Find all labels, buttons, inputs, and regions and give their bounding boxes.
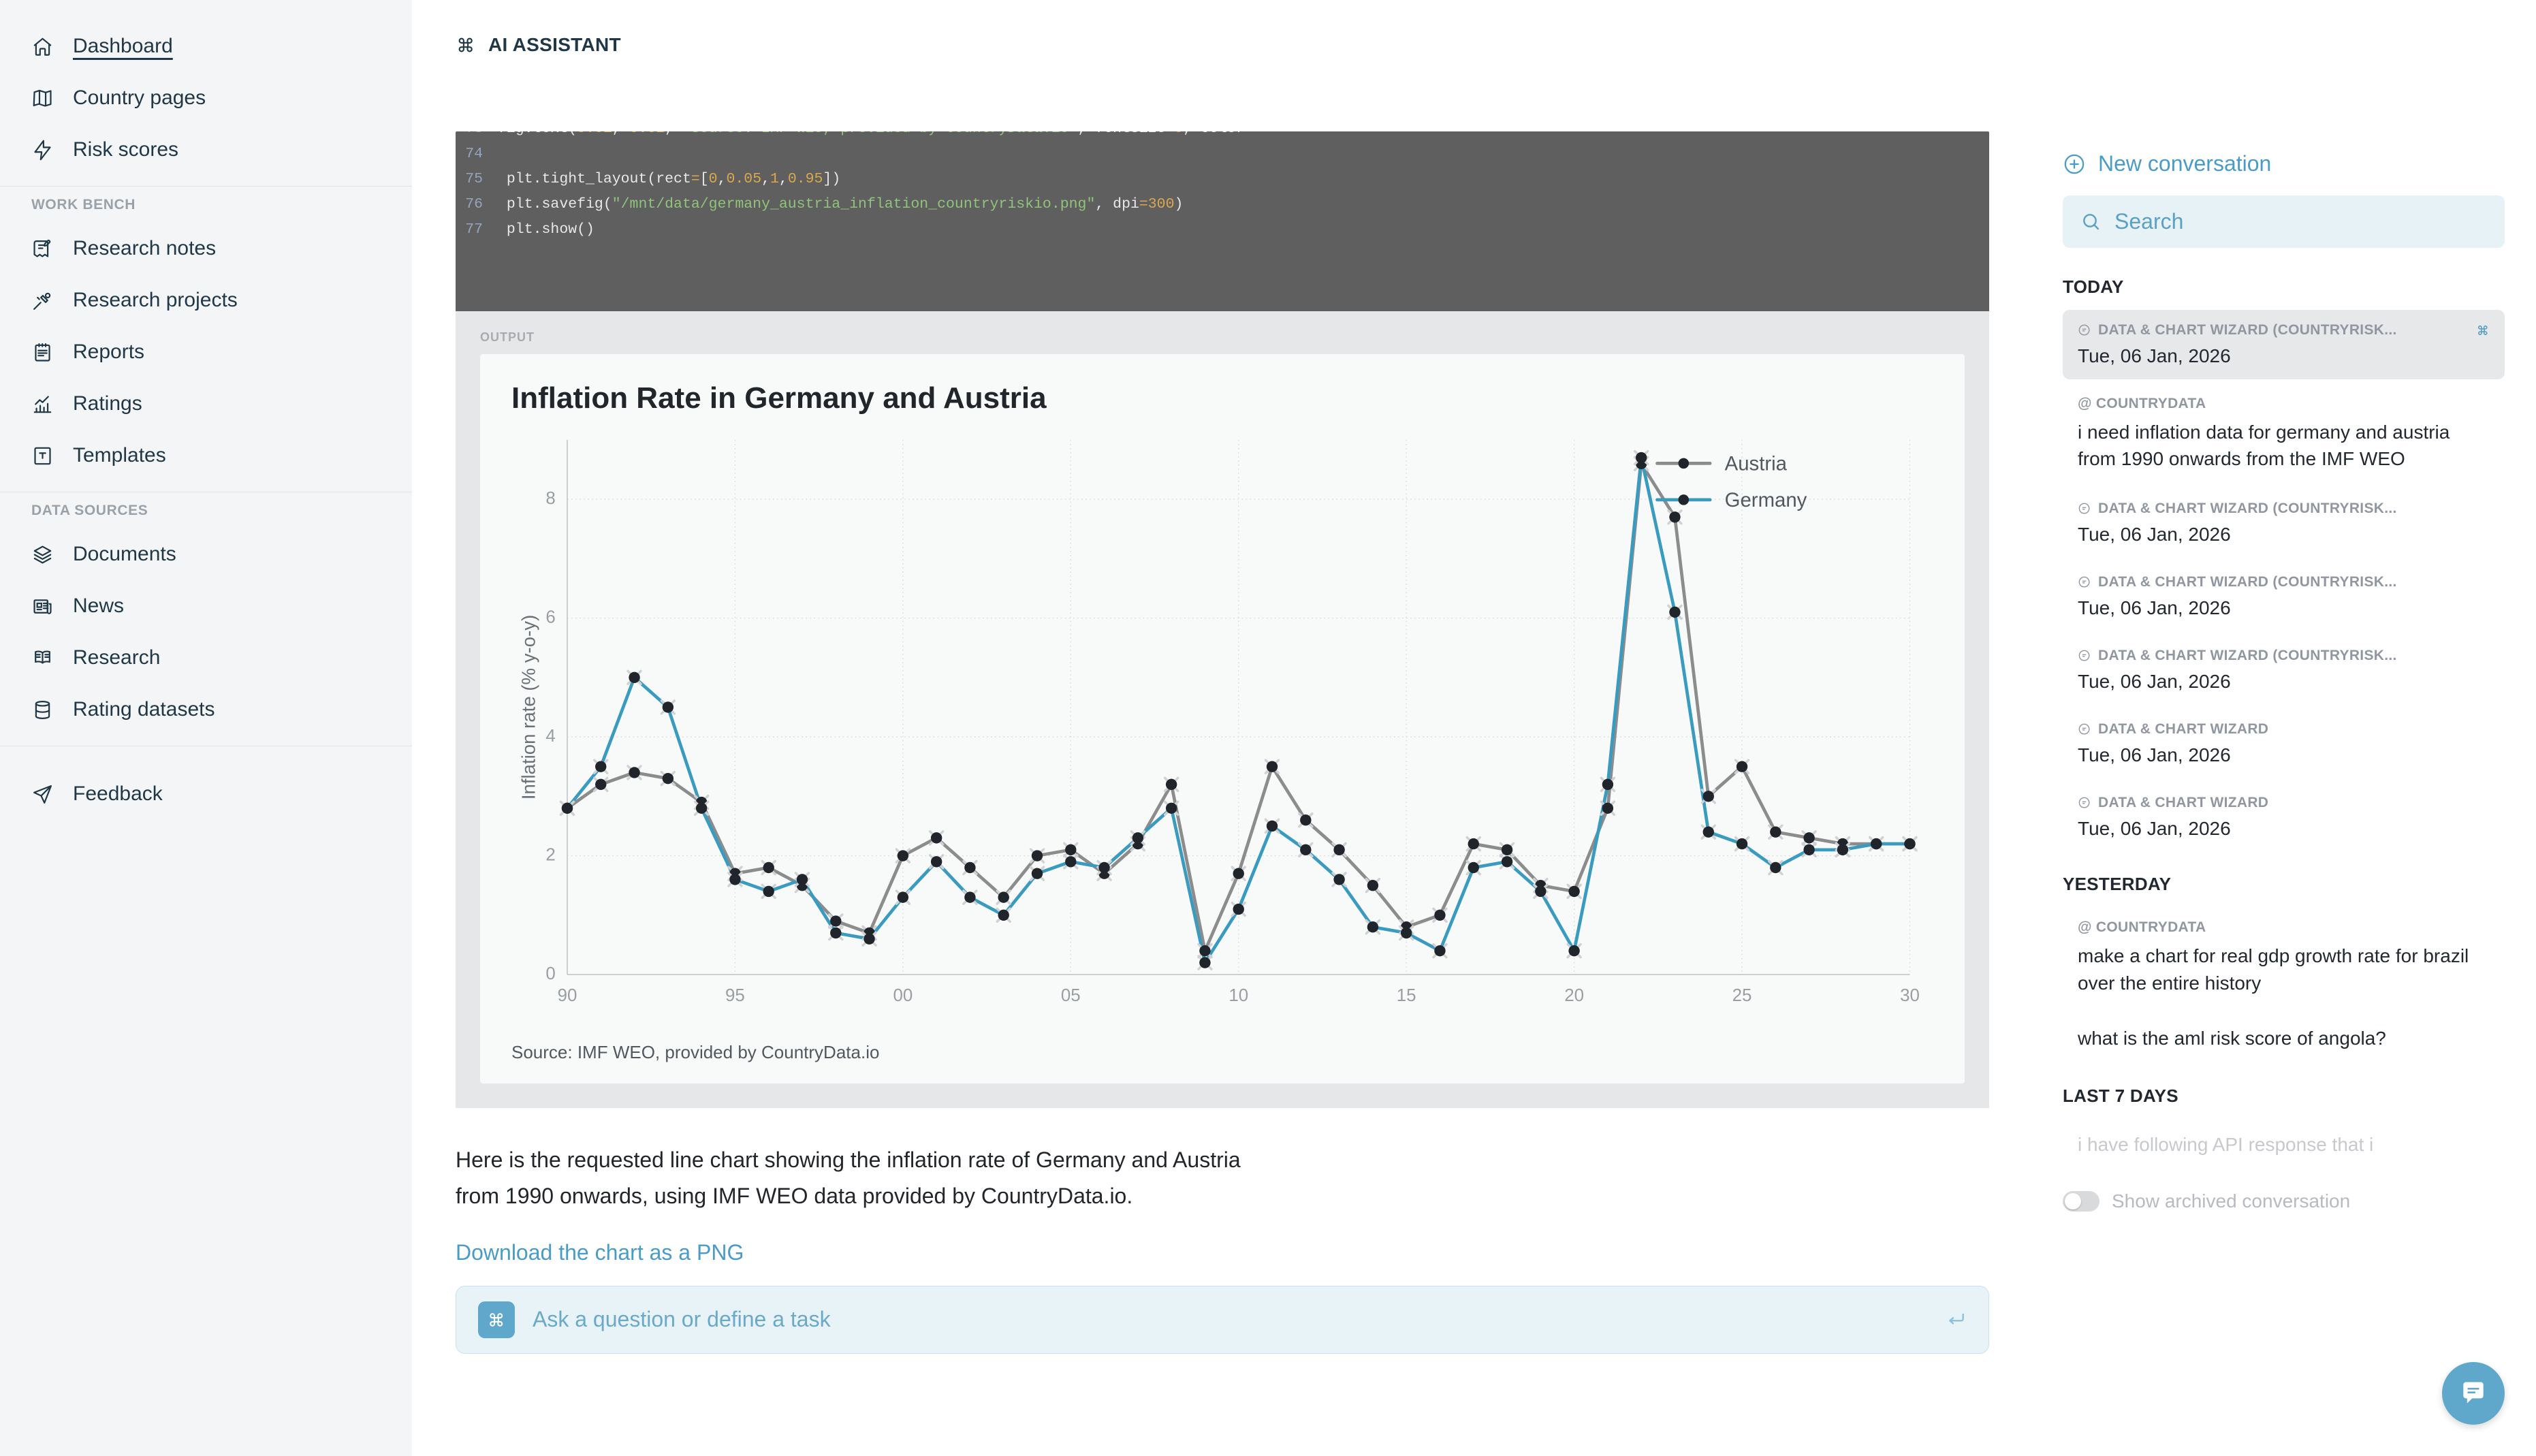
svg-text:05: 05 [1061, 986, 1081, 1005]
svg-text:6: 6 [545, 607, 555, 627]
svg-text:20: 20 [1564, 986, 1584, 1005]
svg-text:2: 2 [545, 845, 555, 864]
svg-text:0: 0 [545, 964, 555, 983]
svg-text:Inflation rate (% y-o-y): Inflation rate (% y-o-y) [518, 615, 539, 800]
svg-text:90: 90 [558, 986, 577, 1005]
svg-text:30: 30 [1900, 986, 1920, 1005]
svg-text:4: 4 [545, 727, 555, 746]
svg-text:8: 8 [545, 489, 555, 508]
svg-text:15: 15 [1397, 986, 1416, 1005]
svg-text:95: 95 [725, 986, 745, 1005]
svg-text:25: 25 [1732, 986, 1752, 1005]
svg-text:10: 10 [1229, 986, 1248, 1005]
svg-text:00: 00 [893, 986, 913, 1005]
svg-text:Germany: Germany [1725, 489, 1807, 511]
svg-text:Austria: Austria [1725, 453, 1788, 475]
